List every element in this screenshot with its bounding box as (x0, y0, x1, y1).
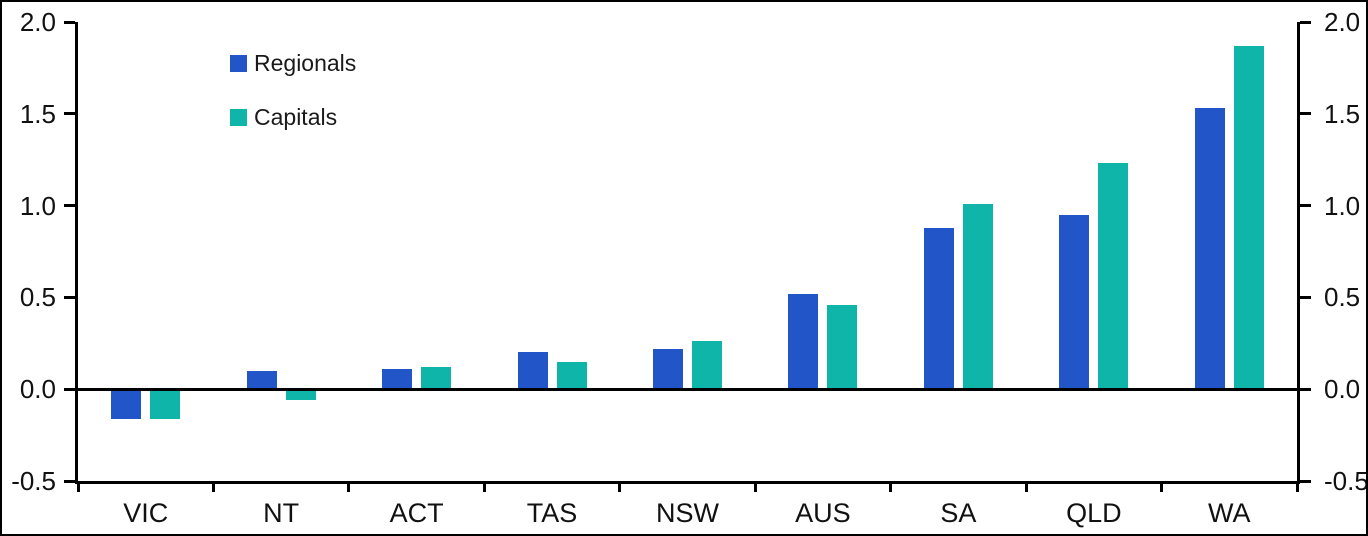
y-tick-right (1300, 204, 1311, 208)
x-category-label-qld: QLD (1066, 498, 1122, 528)
x-tick (753, 484, 757, 492)
y-tick-label-right: 0.0 (1324, 374, 1361, 405)
x-category-label-nt: NT (263, 498, 300, 528)
y-tick-left (64, 204, 75, 208)
x-tick (76, 484, 80, 492)
y-tick-label-right: 1.0 (1324, 190, 1361, 221)
legend-item-capitals: Capitals (230, 106, 356, 129)
y-tick-right (1300, 387, 1311, 391)
bar-capitals-nt (285, 389, 316, 401)
legend-label-regionals: Regionals (254, 50, 357, 76)
bar-regionals-nsw (653, 348, 683, 390)
bar-regionals-aus (788, 293, 819, 390)
y-axis-left (75, 22, 78, 484)
y-tick-label-left: 2.0 (19, 7, 56, 37)
y-tick-left (64, 387, 75, 391)
bar-capitals-qld (1098, 163, 1129, 390)
bar-regionals-vic (111, 389, 142, 419)
y-tick-label-left: 1.0 (19, 190, 56, 221)
y-tick-right (1300, 295, 1311, 299)
regionals-swatch-icon (230, 55, 247, 72)
y-tick-label-right: 1.5 (1324, 98, 1361, 129)
x-axis (75, 481, 1300, 484)
bar-regionals-wa (1194, 108, 1225, 390)
x-category-label-act: ACT (389, 498, 444, 528)
bar-capitals-tas (556, 361, 587, 390)
y-tick-label-right: -0.5 (1324, 466, 1368, 496)
y-tick-label-left: 0.0 (19, 374, 56, 405)
y-tick-right (1300, 20, 1311, 24)
y-tick-left (64, 20, 75, 24)
x-category-label-sa: SA (940, 498, 977, 528)
y-tick-label-left: 0.5 (19, 282, 56, 313)
bar-capitals-act (421, 367, 452, 390)
legend-item-regionals: Regionals (230, 52, 356, 75)
y-tick-label-right: 2.0 (1324, 7, 1361, 37)
x-tick (1160, 484, 1164, 492)
x-tick (211, 484, 215, 492)
x-tick (482, 484, 486, 492)
bar-regionals-sa (923, 227, 954, 390)
y-tick-label-right: 0.5 (1324, 282, 1361, 313)
x-category-label-vic: VIC (123, 498, 169, 528)
bar-regionals-act (382, 369, 413, 390)
bar-regionals-nt (246, 370, 277, 390)
y-tick-right (1300, 479, 1311, 483)
x-category-label-aus: AUS (795, 498, 851, 528)
y-axis-right (1297, 22, 1300, 484)
bar-capitals-aus (827, 304, 858, 390)
bar-regionals-tas (517, 352, 548, 390)
legend: Regionals Capitals (230, 52, 356, 129)
bar-capitals-vic (150, 389, 181, 419)
x-tick (1024, 484, 1028, 492)
x-tick (889, 484, 893, 492)
x-category-label-wa: WA (1208, 498, 1251, 528)
x-category-label-nsw: NSW (656, 498, 719, 528)
bar-capitals-wa (1233, 45, 1264, 390)
legend-label-capitals: Capitals (254, 104, 338, 130)
bar-regionals-qld (1059, 214, 1090, 390)
bar-capitals-sa (962, 203, 993, 390)
zero-line (78, 387, 1297, 391)
bar-capitals-nsw (692, 341, 722, 390)
y-tick-label-left: 1.5 (19, 98, 56, 129)
x-tick (1295, 484, 1299, 492)
capitals-swatch-icon (230, 109, 247, 126)
y-tick-right (1300, 112, 1311, 116)
y-tick-left (64, 479, 75, 483)
y-tick-left (64, 112, 75, 116)
x-tick (618, 484, 622, 492)
x-category-label-tas: TAS (526, 498, 578, 528)
y-tick-left (64, 295, 75, 299)
x-tick (347, 484, 351, 492)
y-tick-label-left: -0.5 (11, 466, 56, 496)
